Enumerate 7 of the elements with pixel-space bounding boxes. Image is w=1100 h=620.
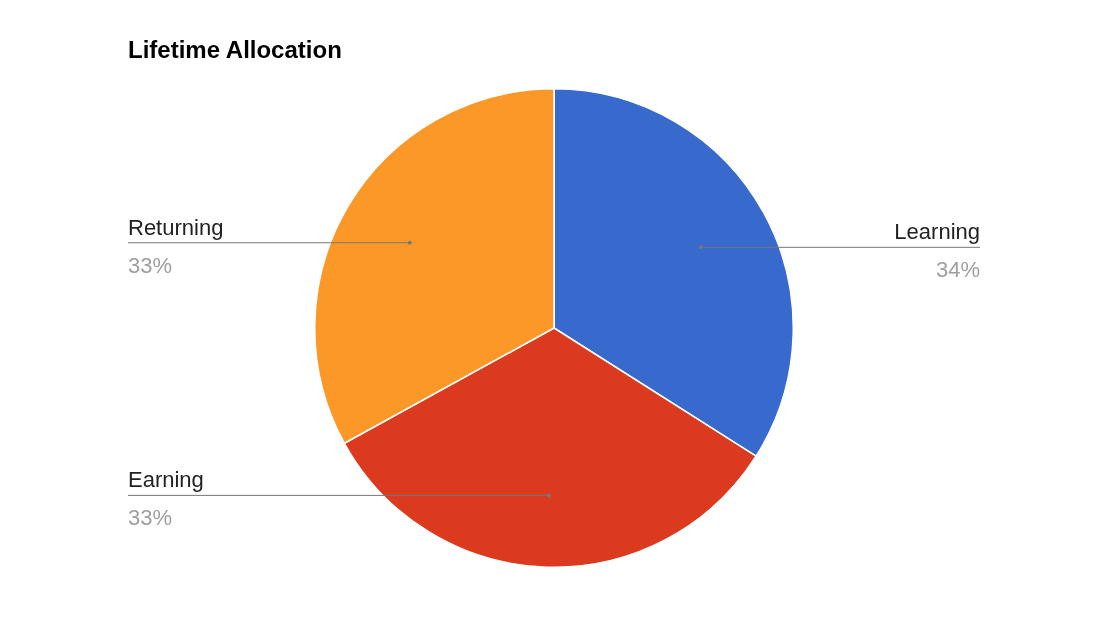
slice-label: Learning bbox=[894, 219, 980, 245]
data-label: 33% bbox=[128, 252, 173, 278]
slice-label: Earning bbox=[128, 467, 204, 493]
chart-title: Lifetime Allocation bbox=[128, 36, 342, 63]
data-label: 34% bbox=[935, 257, 980, 283]
slice-label: Returning bbox=[128, 214, 224, 240]
data-label: 33% bbox=[128, 505, 173, 531]
